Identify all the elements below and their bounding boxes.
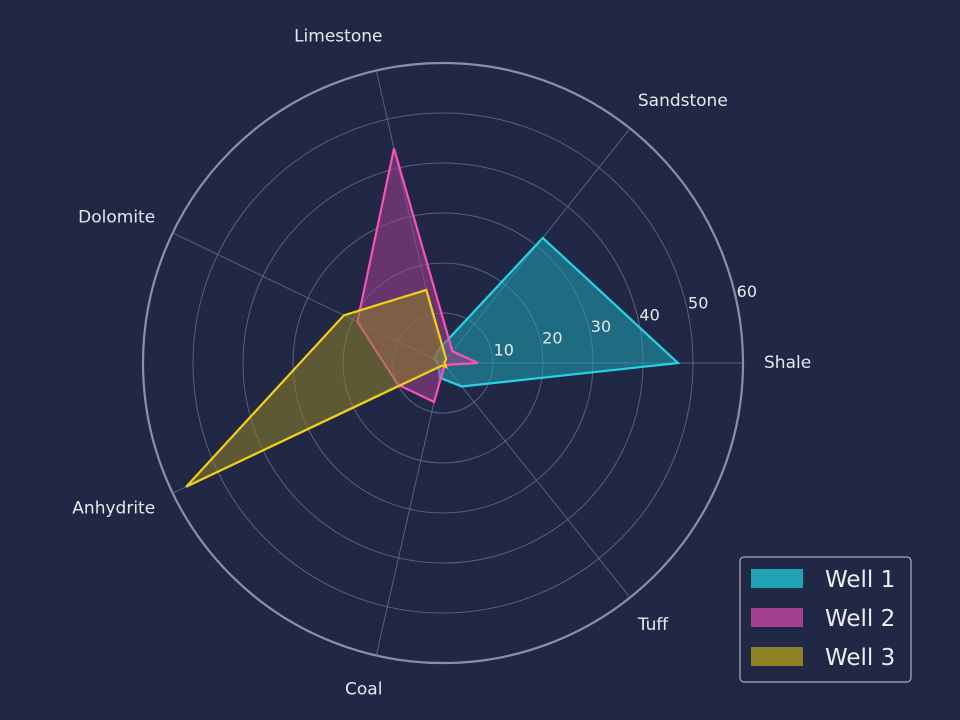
- legend-item-well-1: Well 1: [751, 567, 895, 593]
- legend-label-well-2: Well 2: [825, 606, 895, 632]
- series-line-well-3: [185, 288, 449, 488]
- series-area-well-3: [186, 289, 447, 487]
- legend-item-well-3: Well 3: [751, 645, 895, 671]
- legend-item-well-2: Well 2: [751, 606, 895, 632]
- category-label-anhydrite: Anhydrite: [72, 498, 155, 518]
- category-label-limestone: Limestone: [294, 26, 382, 46]
- legend-label-well-1: Well 1: [825, 567, 895, 593]
- radial-tick-label: 50: [688, 294, 708, 313]
- category-label-coal: Coal: [345, 680, 382, 700]
- legend-swatch-well-2: [751, 608, 803, 627]
- radial-tick-label: 60: [737, 282, 757, 301]
- series-area-well-1: [434, 237, 678, 387]
- spoke-tuff: [442, 362, 631, 598]
- radial-tick-label: 30: [591, 317, 611, 336]
- legend-label-well-3: Well 3: [825, 645, 895, 671]
- axis-labels: 10 20 30 40 50 60 Shale Sandstone Limestone Dolom…: [72, 26, 811, 699]
- series-polygons: [185, 148, 681, 488]
- category-label-shale: Shale: [764, 353, 811, 373]
- radial-tick-label: 10: [494, 340, 514, 359]
- radial-tick-label: 40: [639, 305, 659, 324]
- legend-swatch-well-1: [751, 569, 803, 588]
- category-label-tuff: Tuff: [637, 615, 670, 635]
- legend-swatch-well-3: [751, 647, 803, 666]
- category-label-dolomite: Dolomite: [78, 208, 155, 228]
- spoke-coal: [375, 362, 444, 656]
- radial-tick-label: 20: [542, 329, 562, 348]
- legend: Well 1 Well 2 Well 3: [739, 556, 912, 683]
- category-label-sandstone: Sandstone: [638, 91, 728, 111]
